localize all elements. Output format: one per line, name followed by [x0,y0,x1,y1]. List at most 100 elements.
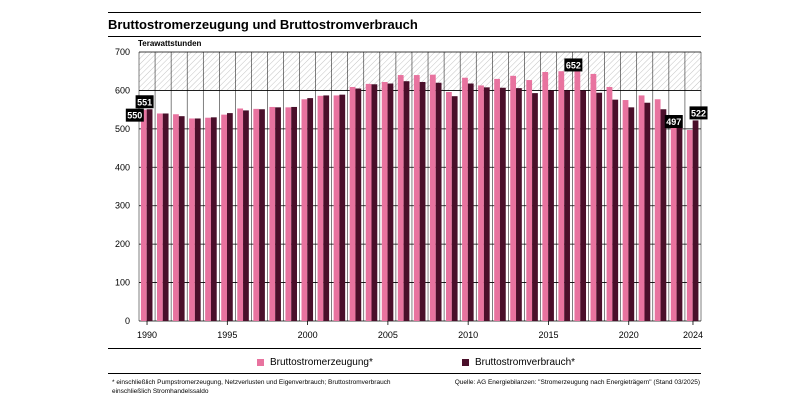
y-tick-label-300: 300 [115,201,130,211]
bar-verbrauch-2004 [371,84,378,321]
bar-erzeugung-2022 [654,99,661,321]
bar-erzeugung-2007 [413,75,420,321]
bar-erzeugung-2010 [462,77,468,321]
value-label-652: 652 [566,60,581,70]
value-label-box-550 [125,108,144,122]
chart-title: Bruttostromerzeugung und Bruttostromverb… [108,17,418,32]
bar-verbrauch-2022 [660,109,667,321]
bar-verbrauch-2010 [467,83,474,321]
y-tick-label-100: 100 [115,278,130,288]
bar-erzeugung-2024 [686,130,693,321]
bar-verbrauch-2019 [612,99,619,321]
bar-verbrauch-2008 [435,82,442,321]
x-tick-label-2005: 2005 [378,330,398,340]
value-label-box-551 [135,95,154,109]
bar-verbrauch-2000 [307,98,314,321]
bar-verbrauch-1999 [291,106,298,322]
x-tick-label-1990: 1990 [137,330,157,340]
bar-erzeugung-2020 [622,100,629,322]
bar-verbrauch-1991 [162,113,169,321]
bar-verbrauch-2024 [692,120,699,321]
bar-verbrauch-2009 [451,96,458,321]
legend-label-verbrauch: Bruttostromverbrauch* [475,357,576,368]
bar-erzeugung-2023 [670,125,677,321]
bar-erzeugung-1999 [285,107,292,321]
bar-erzeugung-2013 [510,75,517,321]
bar-verbrauch-1990 [146,109,153,321]
footnote: * einschließlich Pumpstromerzeugung, Net… [112,378,391,396]
bar-verbrauch-2021 [644,102,651,322]
bar-erzeugung-1994 [205,117,211,321]
source-note: Quelle: AG Energiebilanzen: "Stromerzeug… [454,379,700,386]
bar-erzeugung-2012 [494,78,500,322]
bar-verbrauch-2013 [516,88,522,321]
bar-verbrauch-2020 [628,107,635,321]
bar-verbrauch-2011 [483,87,490,322]
value-label-551: 551 [137,97,152,107]
bar-erzeugung-2018 [590,73,597,321]
bar-erzeugung-1990 [140,109,147,322]
legend-item-verbrauch: Bruttostromverbrauch* [462,357,575,368]
bar-verbrauch-1993 [194,118,201,321]
bar-erzeugung-2011 [478,85,484,321]
bar-erzeugung-2005 [381,81,388,321]
bar-erzeugung-2000 [301,99,308,321]
footer-rule [108,373,701,374]
x-tick-label-2010: 2010 [458,330,478,340]
y-tick-label-700: 700 [115,47,130,57]
bar-erzeugung-1993 [189,118,195,321]
bar-verbrauch-2002 [339,94,346,321]
bar-verbrauch-2015 [548,90,554,321]
footnote-line-1: * einschließlich Pumpstromerzeugung, Net… [112,379,391,386]
y-tick-label-400: 400 [115,162,130,172]
bar-erzeugung-2009 [446,91,452,321]
legend-swatch-erzeugung [257,359,264,366]
y-tick-label-500: 500 [115,124,130,134]
x-tick-label-2000: 2000 [298,330,318,340]
y-tick-label-600: 600 [115,85,130,95]
legend-label-erzeugung: Bruttostromerzeugung* [270,357,373,368]
value-label-497: 497 [666,117,681,127]
bar-verbrauch-2001 [323,95,330,321]
legend-item-erzeugung: Bruttostromerzeugung* [257,357,373,368]
bar-verbrauch-1994 [210,117,217,321]
footnote-line-2: einschließlich Stromhandelssaldo [112,388,209,395]
bar-erzeugung-2003 [349,86,356,321]
bar-erzeugung-2006 [397,75,404,321]
value-label-522: 522 [691,108,706,118]
bar-verbrauch-2017 [580,90,587,321]
bar-erzeugung-2014 [526,80,533,321]
bar-verbrauch-2014 [532,93,538,322]
value-label-box-522 [689,106,708,120]
bar-erzeugung-2017 [574,70,581,322]
bar-erzeugung-1998 [269,106,276,322]
value-label-550: 550 [127,111,142,121]
chart: Terawattstunden 0 100 200 300 400 500 600 700 19… [115,39,708,340]
bar-verbrauch-2023 [676,119,683,321]
legend-top-rule [108,348,701,349]
bar-erzeugung-2016 [558,71,565,321]
y-axis-label: Terawattstunden [138,39,202,48]
bar-verbrauch-2003 [355,88,362,321]
bar-verbrauch-2016 [564,90,570,321]
bar-verbrauch-1997 [259,109,265,321]
x-tick-label-1995: 1995 [217,330,237,340]
bar-verbrauch-1995 [226,113,233,321]
bar-verbrauch-2007 [419,81,426,321]
bar-verbrauch-1996 [243,110,249,321]
top-rule [108,12,701,13]
bar-verbrauch-1992 [178,116,185,321]
value-label-box-497 [664,115,683,129]
value-label-box-652 [564,58,583,72]
legend-swatch-verbrauch [462,359,469,366]
x-tick-label-2015: 2015 [538,330,558,340]
bar-erzeugung-1992 [173,114,179,321]
bar-erzeugung-1991 [156,113,163,321]
bar-erzeugung-2004 [365,83,372,321]
bar-erzeugung-1995 [221,114,227,321]
title-rule [108,36,701,37]
y-tick-label-0: 0 [125,316,130,326]
bar-erzeugung-2008 [429,74,436,322]
bar-erzeugung-2021 [638,95,645,321]
x-tick-label-2020: 2020 [619,330,639,340]
